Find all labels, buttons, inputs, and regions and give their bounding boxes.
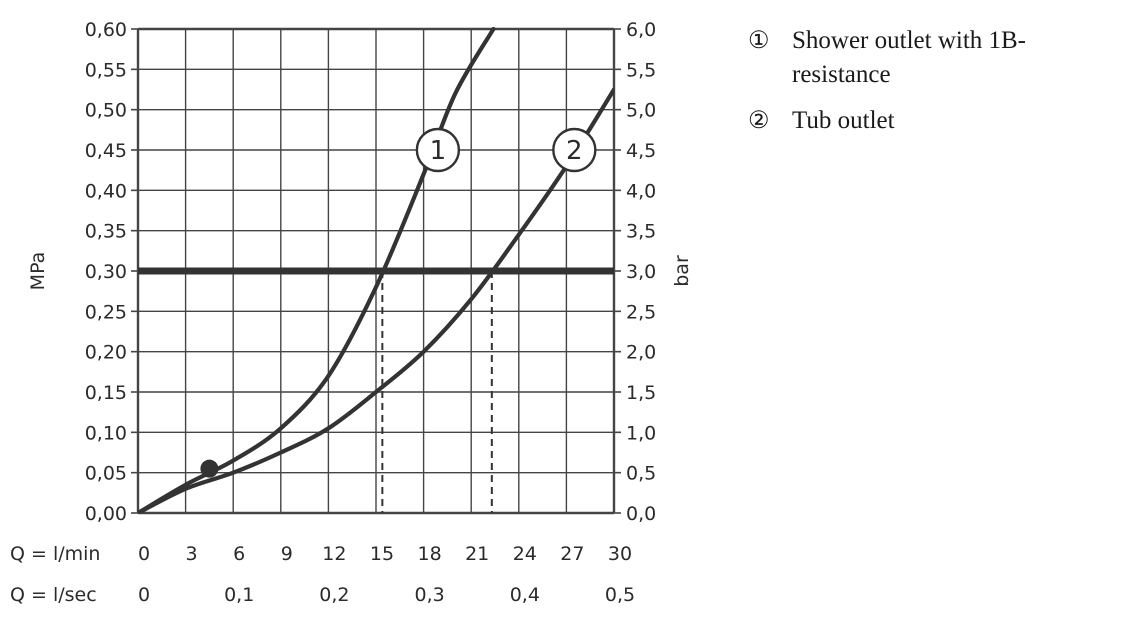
y-tick-label-left: 0,05: [85, 463, 127, 485]
y-tick-label-right: 0,5: [626, 463, 656, 485]
x-tick-label-lsec: 0: [138, 584, 150, 606]
x-tick-label-lmin: 15: [370, 543, 394, 565]
series-line-2: [138, 87, 614, 513]
y-tick-label-right: 0,0: [626, 503, 656, 525]
min-flow-point: [200, 459, 219, 478]
x-tick-label-lmin: 18: [418, 543, 442, 565]
x-tick-label-lmin: 3: [186, 543, 198, 565]
y-tick-label-right: 5,0: [626, 100, 656, 122]
y-tick-label-left: 0,25: [85, 301, 127, 323]
y-tick-label-left: 0,60: [85, 19, 127, 41]
y-tick-label-right: 2,5: [626, 301, 656, 323]
tick-labels: 0,000,050,100,150,200,250,300,350,400,45…: [10, 19, 656, 606]
y-tick-label-left: 0,00: [85, 503, 127, 525]
y-tick-label-left: 0,15: [85, 382, 127, 404]
series-layer: [138, 27, 614, 513]
y-tick-label-right: 2,0: [626, 342, 656, 364]
x-tick-label-lmin: 0: [138, 543, 150, 565]
y-axis-title-left: MPa: [27, 252, 49, 291]
legend-text-1: Shower outlet with 1B-resistance: [792, 27, 1027, 88]
legend-marker-1: ①: [748, 28, 770, 54]
y-tick-label-left: 0,20: [85, 342, 127, 364]
curve-label-1: 1: [430, 136, 447, 166]
x-tick-label-lmin: 30: [608, 543, 632, 565]
x-tick-label-lmin: 6: [233, 543, 245, 565]
y-tick-label-right: 5,5: [626, 59, 656, 81]
y-tick-label-right: 4,0: [626, 180, 656, 202]
reference-layer: [138, 267, 614, 513]
x-tick-label-lsec: 0,3: [414, 584, 444, 606]
legend-item-2: ② Tub outlet: [748, 104, 1092, 138]
y-tick-label-left: 0,40: [85, 180, 127, 202]
y-tick-label-left: 0,55: [85, 59, 127, 81]
y-tick-label-right: 3,5: [626, 221, 656, 243]
x-row1-axis-label: Q = l/min: [10, 543, 100, 565]
x-tick-label-lsec: 0,5: [605, 584, 635, 606]
y-axis-title-right: bar: [671, 255, 693, 287]
x-tick-label-lmin: 21: [465, 543, 489, 565]
y-tick-label-left: 0,50: [85, 100, 127, 122]
x-tick-label-lmin: 9: [281, 543, 293, 565]
y-tick-label-left: 0,10: [85, 422, 127, 444]
curve-label-2: 2: [566, 136, 583, 166]
x-row2-axis-label: Q = l/sec: [10, 584, 97, 606]
y-tick-label-right: 3,0: [626, 261, 656, 283]
x-tick-label-lmin: 24: [513, 543, 537, 565]
y-tick-label-right: 1,0: [626, 422, 656, 444]
y-tick-label-right: 1,5: [626, 382, 656, 404]
y-tick-label-right: 4,5: [626, 140, 656, 162]
x-tick-label-lsec: 0,1: [224, 584, 254, 606]
y-tick-label-left: 0,30: [85, 261, 127, 283]
legend-item-1: ① Shower outlet with 1B-resistance: [748, 24, 1092, 92]
y-tick-label-left: 0,35: [85, 221, 127, 243]
x-tick-label-lmin: 12: [322, 543, 346, 565]
legend: ① Shower outlet with 1B-resistance ② Tub…: [748, 24, 1092, 150]
y-tick-label-left: 0,45: [85, 140, 127, 162]
x-tick-label-lmin: 27: [560, 543, 584, 565]
curve-label-circle-2: [552, 127, 597, 173]
legend-text-2: Tub outlet: [792, 107, 895, 134]
curve-label-circle-1: [415, 127, 461, 173]
x-tick-label-lsec: 0,2: [319, 584, 349, 606]
x-tick-label-lsec: 0,4: [510, 584, 540, 606]
y-tick-label-right: 6,0: [626, 19, 656, 41]
legend-marker-2: ②: [748, 108, 770, 134]
